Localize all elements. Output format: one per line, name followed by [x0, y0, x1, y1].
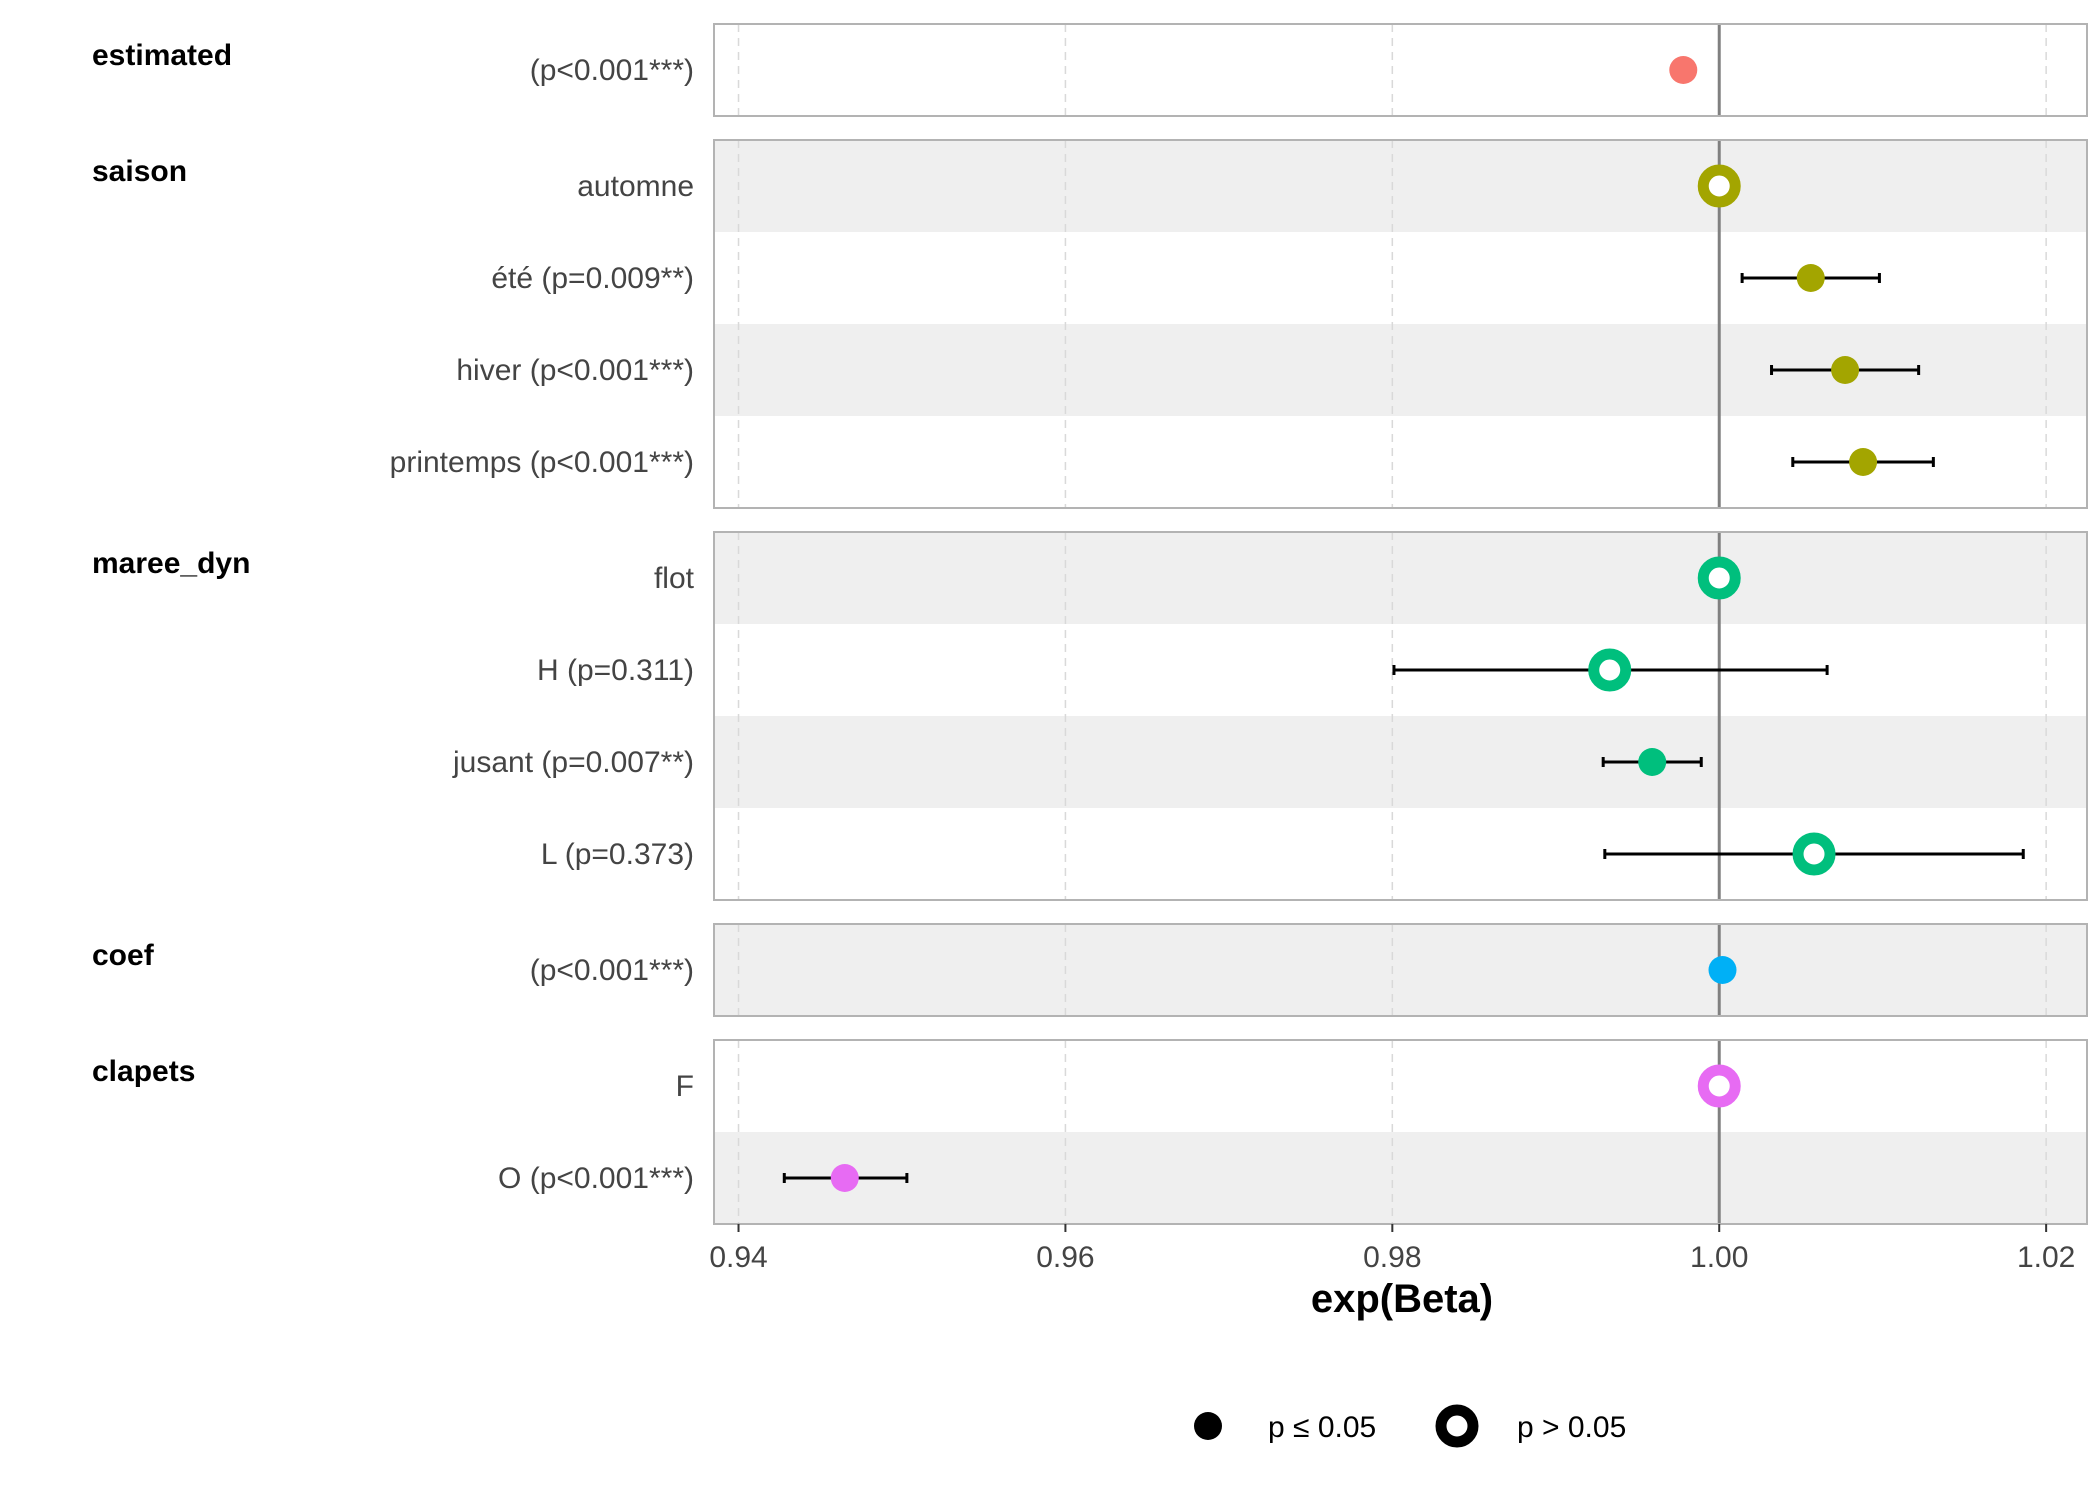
term-label: jusant (p=0.007**) — [452, 746, 694, 779]
estimate-point — [830, 1164, 859, 1192]
row-stripe — [714, 716, 2087, 808]
estimate-point — [1849, 448, 1878, 476]
x-tick-label: 0.96 — [1036, 1241, 1094, 1274]
estimate-point — [1697, 164, 1741, 208]
term-label: H (p=0.311) — [537, 654, 694, 687]
term-label: (p<0.001***) — [530, 954, 694, 987]
legend-label: p ≤ 0.05 — [1268, 1411, 1376, 1444]
estimate-point — [1796, 264, 1825, 292]
group-label-maree_dyn: maree_dyn — [92, 547, 250, 580]
panel-border — [713, 139, 2088, 509]
panel-border — [713, 923, 2088, 1017]
row-stripe — [714, 24, 2087, 116]
term-label: F — [676, 1070, 694, 1103]
row-stripe — [714, 1040, 2087, 1132]
group-label-saison: saison — [92, 155, 187, 188]
estimate-point — [1697, 1064, 1741, 1108]
x-axis: 0.94 0.96 0.98 1.00 1.02 — [709, 1224, 2075, 1274]
row-stripe — [714, 232, 2087, 324]
group-label-estimated: estimated — [92, 39, 232, 72]
facet-panel-coef — [713, 923, 2088, 1017]
term-label: printemps (p<0.001***) — [390, 446, 694, 479]
term-label: hiver (p<0.001***) — [456, 354, 694, 387]
estimate-point — [1697, 556, 1741, 600]
term-label: (p<0.001***) — [530, 54, 694, 87]
group-label-coef: coef — [92, 939, 155, 972]
row-stripe — [714, 140, 2087, 232]
x-tick-label: 1.00 — [1690, 1241, 1748, 1274]
facet-panel-clapets — [713, 1039, 2088, 1225]
term-label: L (p=0.373) — [541, 838, 694, 871]
legend-label: p > 0.05 — [1517, 1411, 1626, 1444]
row-stripe — [714, 532, 2087, 624]
estimate-point — [1669, 56, 1698, 84]
term-label: O (p<0.001***) — [498, 1162, 694, 1195]
x-axis-title: exp(Beta) — [1311, 1277, 1493, 1321]
estimate-point — [1638, 748, 1667, 776]
estimate-point — [1792, 832, 1836, 876]
term-label: flot — [654, 562, 695, 595]
x-tick-label: 0.94 — [709, 1241, 767, 1274]
group-label-clapets: clapets — [92, 1055, 195, 1088]
legend-key-hollow-icon — [1435, 1404, 1479, 1448]
facet-panels — [713, 23, 2088, 1225]
term-label: été (p=0.009**) — [491, 262, 694, 295]
facet-panel-saison — [713, 139, 2088, 509]
facet-panel-maree_dyn — [713, 531, 2088, 901]
term-label: automne — [577, 170, 694, 203]
estimate-point — [1708, 956, 1737, 984]
panel-border — [713, 531, 2088, 901]
estimate-point — [1588, 648, 1632, 692]
panel-border — [713, 1039, 2088, 1225]
row-labels: estimated (p<0.001***) saison automne été (p… — [92, 39, 695, 1195]
estimate-point — [1831, 356, 1860, 384]
panel-border — [713, 23, 2088, 117]
x-tick-label: 0.98 — [1363, 1241, 1421, 1274]
x-tick-label: 1.02 — [2017, 1241, 2075, 1274]
row-stripe — [714, 924, 2087, 1016]
legend: p ≤ 0.05 p > 0.05 — [1194, 1404, 1626, 1448]
row-stripe — [714, 1132, 2087, 1224]
legend-key-filled-icon — [1194, 1412, 1222, 1440]
facet-panel-estimated — [713, 23, 2088, 117]
